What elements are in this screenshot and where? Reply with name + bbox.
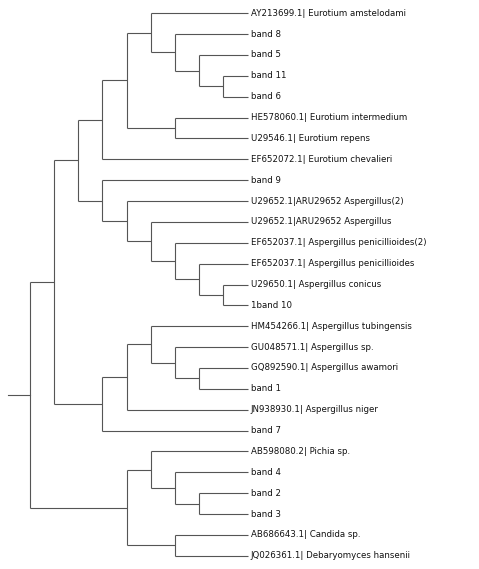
Text: band 9: band 9 <box>251 176 281 185</box>
Text: band 8: band 8 <box>251 30 281 39</box>
Text: GQ892590.1| Aspergillus awamori: GQ892590.1| Aspergillus awamori <box>251 364 398 373</box>
Text: 1band 10: 1band 10 <box>251 301 292 310</box>
Text: band 7: band 7 <box>251 426 281 435</box>
Text: AY213699.1| Eurotium amstelodami: AY213699.1| Eurotium amstelodami <box>251 9 406 18</box>
Text: U29546.1| Eurotium repens: U29546.1| Eurotium repens <box>251 134 370 143</box>
Text: EF652072.1| Eurotium chevalieri: EF652072.1| Eurotium chevalieri <box>251 155 392 164</box>
Text: AB686643.1| Candida sp.: AB686643.1| Candida sp. <box>251 530 360 539</box>
Text: GU048571.1| Aspergillus sp.: GU048571.1| Aspergillus sp. <box>251 343 374 352</box>
Text: band 11: band 11 <box>251 71 286 80</box>
Text: AB598080.2| Pichia sp.: AB598080.2| Pichia sp. <box>251 447 350 456</box>
Text: band 2: band 2 <box>251 489 281 498</box>
Text: U29652.1|ARU29652 Aspergillus: U29652.1|ARU29652 Aspergillus <box>251 217 391 226</box>
Text: EF652037.1| Aspergillus penicillioides: EF652037.1| Aspergillus penicillioides <box>251 259 414 268</box>
Text: band 4: band 4 <box>251 468 281 477</box>
Text: HM454266.1| Aspergillus tubingensis: HM454266.1| Aspergillus tubingensis <box>251 321 411 331</box>
Text: U29652.1|ARU29652 Aspergillus(2): U29652.1|ARU29652 Aspergillus(2) <box>251 196 403 205</box>
Text: band 1: band 1 <box>251 384 281 393</box>
Text: U29650.1| Aspergillus conicus: U29650.1| Aspergillus conicus <box>251 280 381 289</box>
Text: HE578060.1| Eurotium intermedium: HE578060.1| Eurotium intermedium <box>251 113 407 122</box>
Text: band 6: band 6 <box>251 92 281 101</box>
Text: band 5: band 5 <box>251 51 281 59</box>
Text: EF652037.1| Aspergillus penicillioides(2): EF652037.1| Aspergillus penicillioides(2… <box>251 238 426 248</box>
Text: JN938930.1| Aspergillus niger: JN938930.1| Aspergillus niger <box>251 405 379 414</box>
Text: JQ026361.1| Debaryomyces hansenii: JQ026361.1| Debaryomyces hansenii <box>251 551 411 560</box>
Text: band 3: band 3 <box>251 510 281 518</box>
